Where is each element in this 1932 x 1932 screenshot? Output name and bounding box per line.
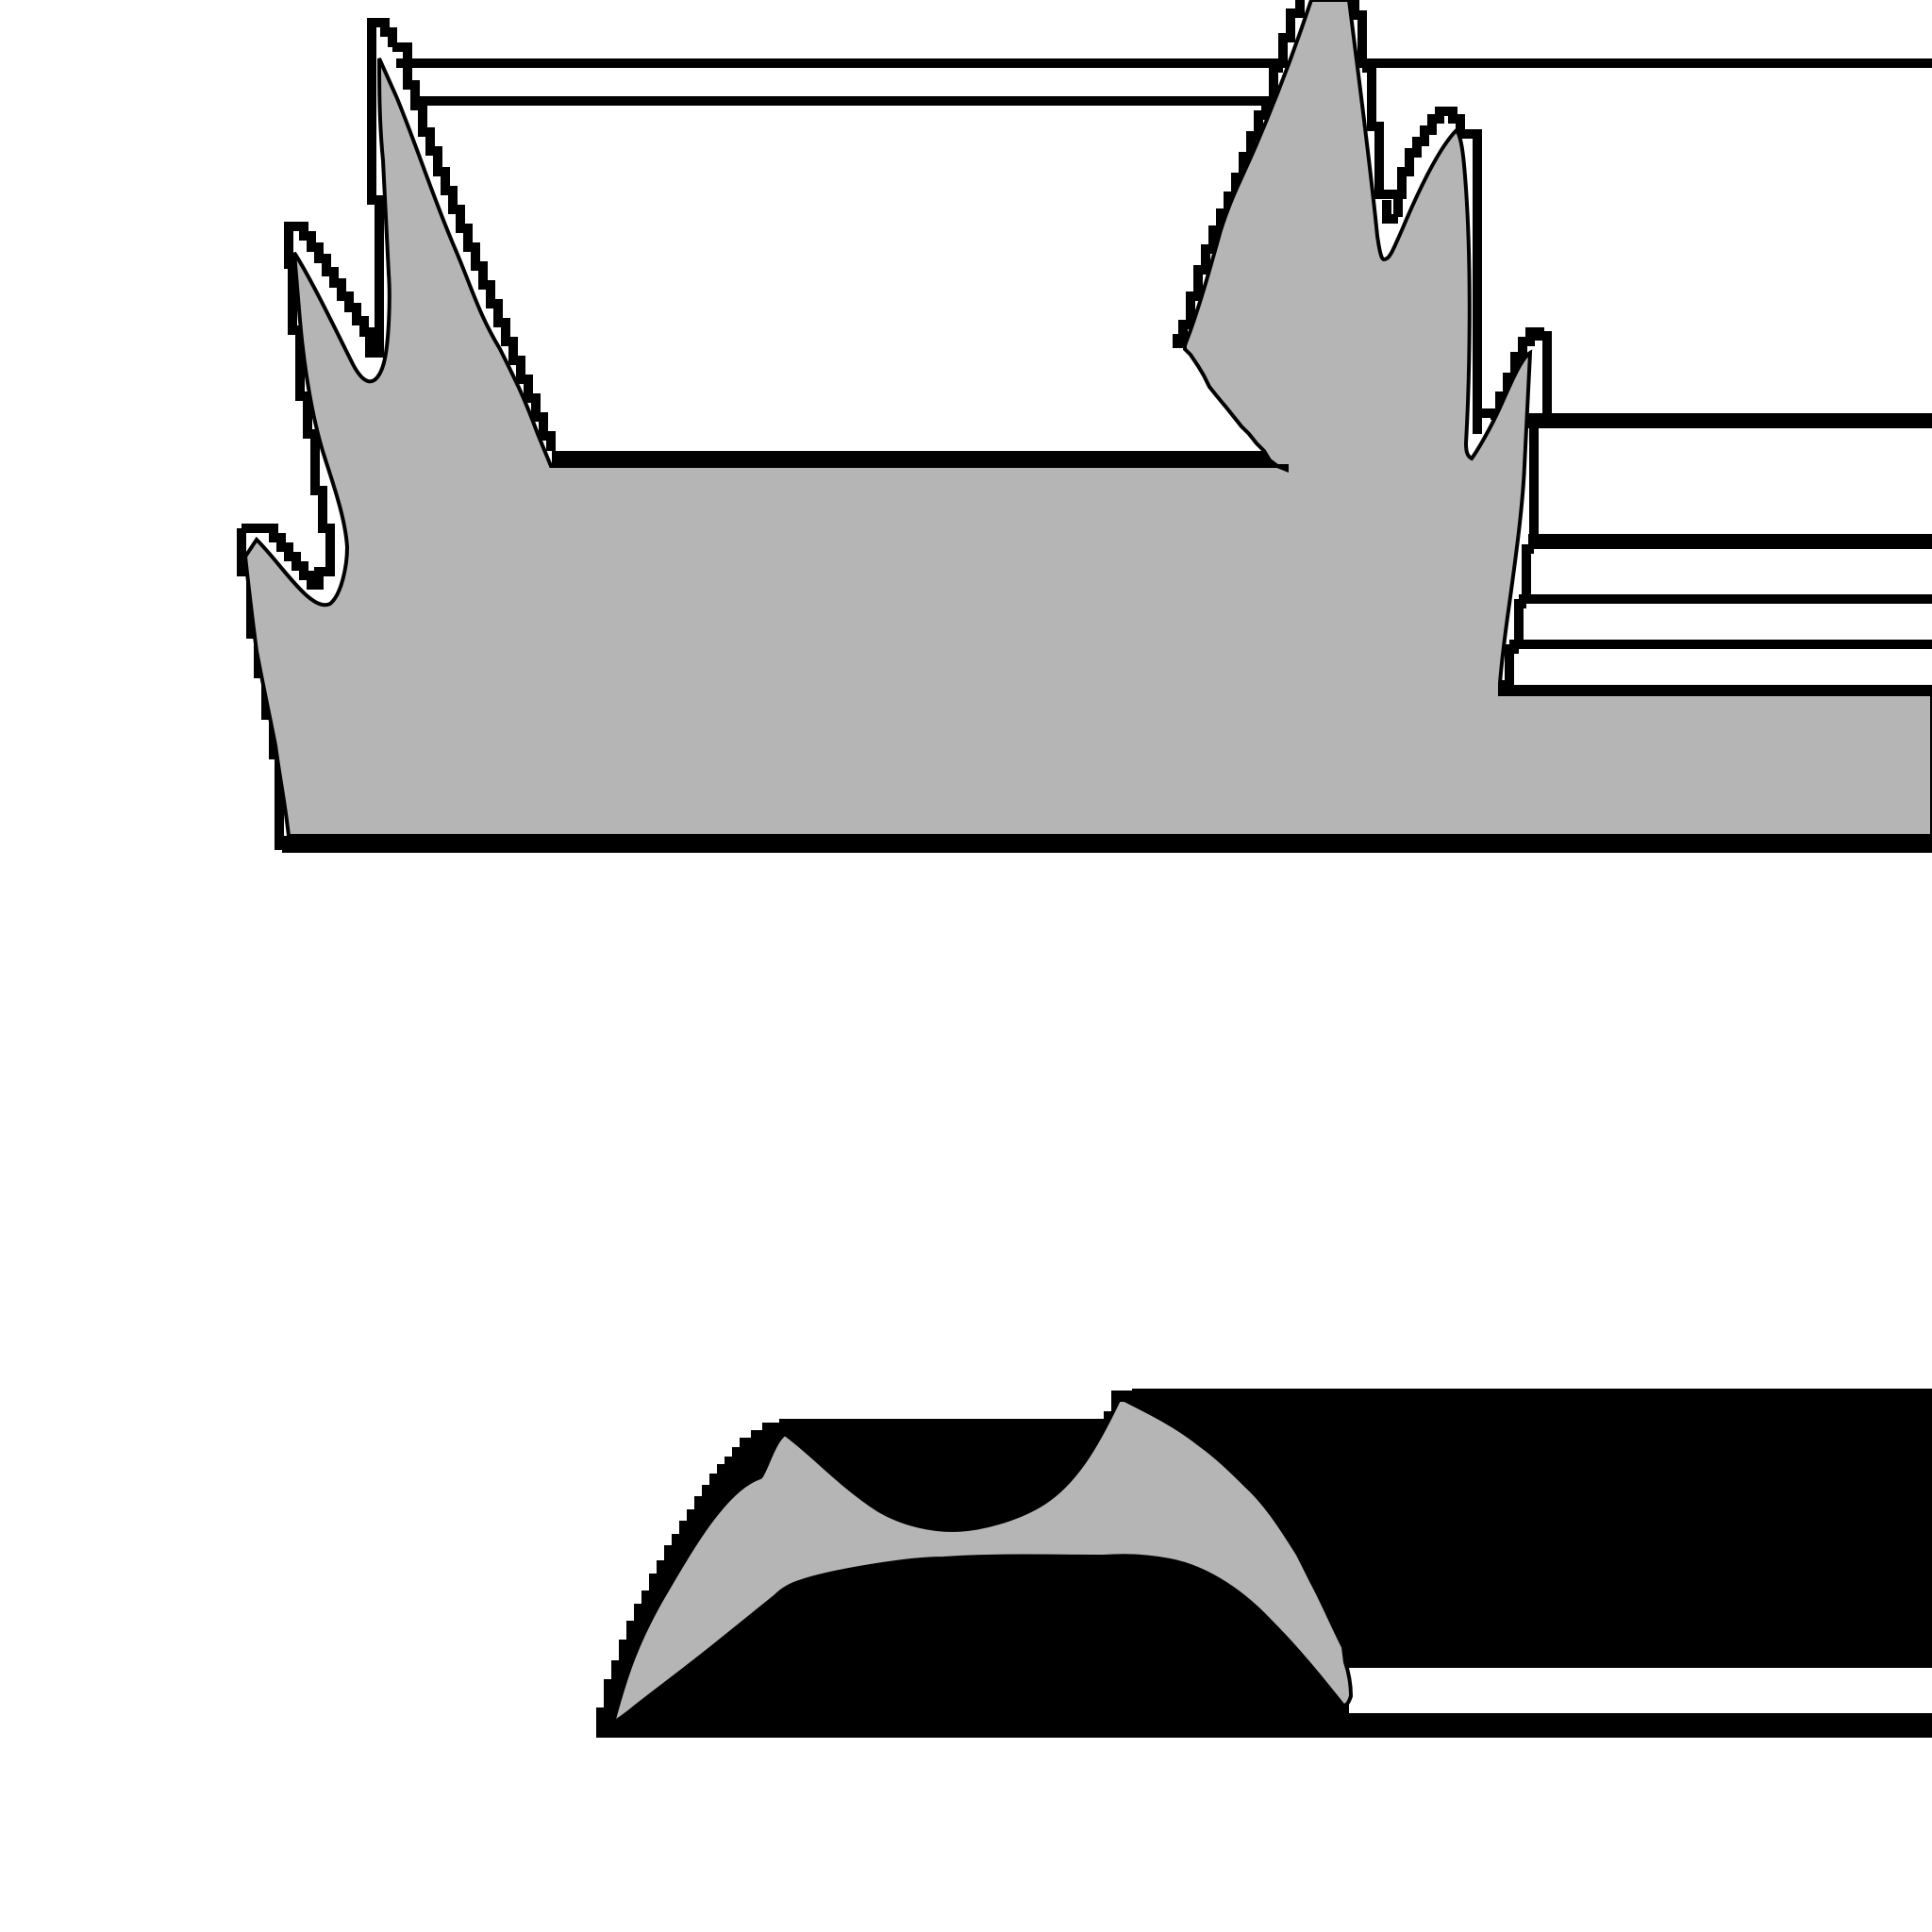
lower-arch-shape [596, 1389, 1932, 1738]
upper-rails [283, 58, 1932, 853]
upper-openings [1519, 428, 1932, 685]
lower-arch-fill [609, 1398, 1354, 1726]
upper-flame-shape [237, 0, 1932, 853]
upper-flame-fill [242, 0, 1932, 838]
